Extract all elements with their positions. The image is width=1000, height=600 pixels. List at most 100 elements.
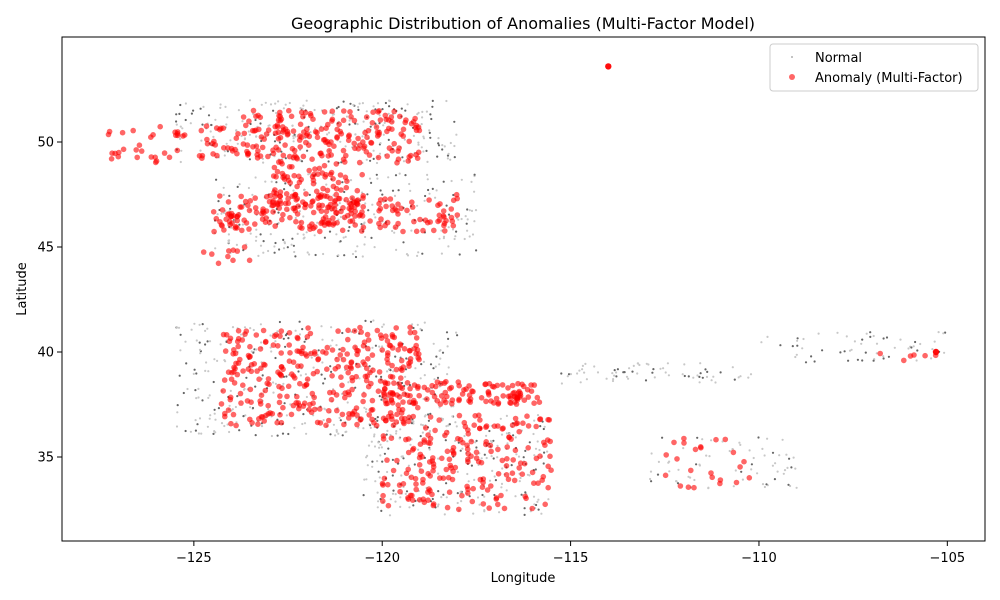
- normal-point: [447, 226, 450, 229]
- anomaly-point: [470, 485, 477, 492]
- normal-point: [912, 345, 915, 348]
- anomaly-point: [345, 327, 351, 334]
- normal-point: [371, 465, 374, 468]
- normal-point: [286, 246, 289, 249]
- anomaly-point: [741, 458, 747, 465]
- normal-point: [907, 347, 910, 350]
- normal-point: [254, 434, 257, 437]
- normal-point: [411, 420, 414, 423]
- normal-point: [197, 396, 200, 399]
- normal-point: [410, 422, 413, 425]
- normal-point: [647, 363, 650, 366]
- anomaly-point: [384, 153, 391, 159]
- anomaly-point: [499, 457, 506, 464]
- normal-point: [186, 387, 189, 391]
- normal-point: [500, 482, 504, 485]
- anomaly-point: [210, 151, 216, 157]
- normal-point: [734, 469, 737, 472]
- anomaly-point: [323, 422, 329, 429]
- normal-point: [358, 102, 361, 105]
- anomaly-point: [252, 205, 259, 211]
- anomaly-point: [333, 210, 339, 216]
- normal-point: [405, 490, 409, 493]
- anomaly-point: [259, 144, 266, 151]
- normal-point: [273, 251, 276, 254]
- anomaly-point: [294, 393, 300, 400]
- normal-point: [209, 414, 212, 417]
- anomaly-point: [241, 244, 248, 250]
- anomaly-point: [398, 357, 405, 364]
- anomaly-point: [286, 342, 293, 348]
- normal-point: [915, 359, 918, 362]
- anomaly-point: [512, 447, 519, 454]
- anomaly-point: [247, 416, 253, 423]
- anomaly-point: [412, 115, 418, 122]
- normal-point: [420, 363, 423, 366]
- anomaly-point: [287, 350, 293, 356]
- anomaly-point: [273, 332, 279, 338]
- anomaly-point: [247, 198, 254, 204]
- anomaly-point: [231, 380, 238, 386]
- anomaly-point: [245, 150, 251, 157]
- anomaly-point: [469, 498, 476, 505]
- normal-point: [236, 142, 239, 145]
- normal-point: [471, 233, 475, 236]
- normal-point: [430, 117, 433, 121]
- anomaly-point: [276, 205, 283, 211]
- normal-point: [379, 454, 382, 457]
- anomaly-point: [262, 362, 268, 368]
- x-tick-label: −110: [741, 551, 777, 566]
- normal-point: [398, 172, 401, 175]
- anomaly-point: [415, 149, 422, 156]
- normal-point: [344, 235, 347, 238]
- anomaly-point: [440, 208, 447, 214]
- normal-point: [368, 177, 372, 180]
- anomaly-point: [240, 114, 247, 120]
- anomaly-point: [328, 152, 335, 158]
- normal-point: [861, 338, 864, 341]
- normal-point: [313, 234, 316, 237]
- normal-point: [395, 432, 398, 435]
- anomaly-point: [317, 228, 323, 235]
- anomaly-point: [255, 126, 262, 133]
- anomaly-point: [536, 399, 543, 406]
- anomaly-point: [425, 470, 432, 477]
- anomaly-point: [241, 130, 248, 137]
- normal-point: [216, 359, 219, 362]
- normal-point: [400, 474, 403, 477]
- normal-point: [437, 137, 440, 140]
- normal-point: [393, 231, 396, 234]
- anomaly-point: [278, 328, 285, 334]
- chart-title: Geographic Distribution of Anomalies (Mu…: [291, 14, 755, 33]
- normal-point: [611, 379, 615, 383]
- anomaly-point: [313, 188, 320, 195]
- normal-point: [523, 507, 526, 510]
- normal-point: [731, 366, 734, 369]
- anomaly-point: [320, 349, 326, 355]
- normal-point: [242, 415, 245, 418]
- normal-point: [386, 370, 389, 373]
- normal-point: [269, 233, 272, 236]
- normal-point: [342, 236, 345, 239]
- normal-point: [176, 404, 179, 407]
- normal-point: [204, 369, 207, 372]
- anomaly-point: [384, 219, 391, 226]
- normal-point: [391, 492, 395, 495]
- anomaly-point: [389, 374, 396, 380]
- anomaly-point: [229, 148, 236, 154]
- anomaly-point: [257, 346, 264, 352]
- anomaly-point: [328, 139, 334, 145]
- normal-point: [434, 196, 437, 199]
- normal-point: [693, 478, 696, 482]
- normal-point: [389, 369, 392, 372]
- normal-point: [426, 178, 429, 181]
- normal-point: [337, 105, 340, 109]
- anomaly-point: [503, 463, 510, 469]
- anomaly-point: [339, 411, 346, 418]
- normal-point: [228, 404, 231, 407]
- normal-point: [292, 137, 295, 140]
- normal-point: [291, 237, 294, 240]
- normal-point: [338, 348, 341, 351]
- normal-point: [206, 340, 209, 343]
- normal-point: [437, 142, 440, 145]
